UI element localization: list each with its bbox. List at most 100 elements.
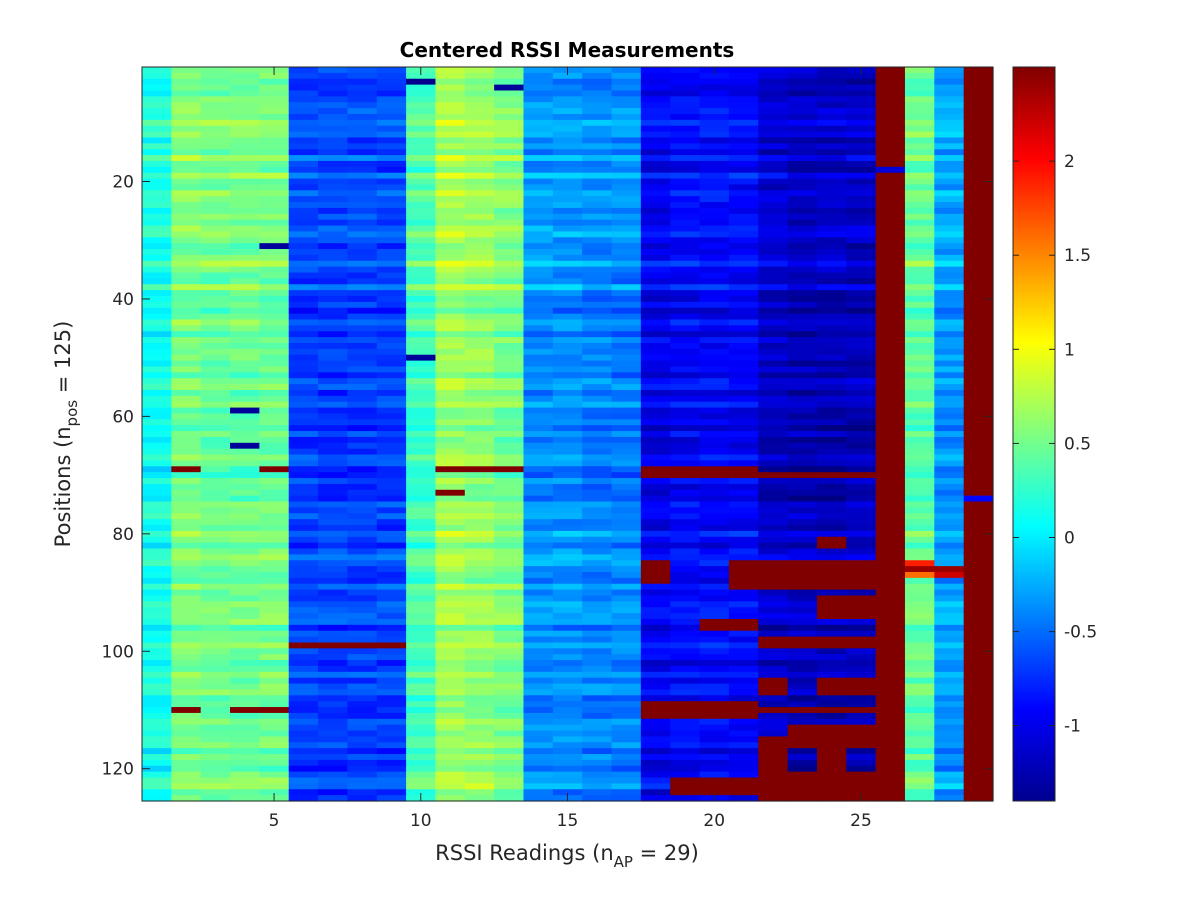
heatmap-cell <box>611 190 642 197</box>
heatmap-cell <box>787 254 818 262</box>
heatmap-cell <box>787 325 818 332</box>
heatmap-cell <box>846 595 877 602</box>
heatmap-cell <box>200 84 231 92</box>
heatmap-cell <box>758 630 789 638</box>
heatmap-cell <box>435 419 466 426</box>
heatmap-cell <box>230 313 260 321</box>
heatmap-cell <box>464 595 495 602</box>
heatmap-cell <box>816 266 847 274</box>
heatmap-cell <box>406 419 437 426</box>
heatmap-cell <box>846 495 877 503</box>
heatmap-cell <box>787 160 818 168</box>
heatmap-cell <box>758 607 789 614</box>
heatmap-cell <box>728 401 759 409</box>
heatmap-cell <box>142 712 172 720</box>
heatmap-cell <box>347 742 378 749</box>
heatmap-cell <box>640 530 671 538</box>
heatmap-cell <box>875 384 906 391</box>
heatmap-cell <box>758 354 789 362</box>
heatmap-cell <box>435 401 466 409</box>
heatmap-cell <box>200 342 231 350</box>
heatmap-cell <box>376 577 407 585</box>
heatmap-cell <box>582 260 613 268</box>
heatmap-cell <box>230 536 260 544</box>
heatmap-cell <box>640 307 671 315</box>
heatmap-cell <box>552 260 583 268</box>
heatmap-cell <box>200 184 231 191</box>
heatmap-cell <box>699 548 730 555</box>
heatmap-cell <box>230 736 260 743</box>
heatmap-cell <box>347 795 378 802</box>
heatmap-cell <box>728 67 759 74</box>
heatmap-cell <box>494 583 525 591</box>
heatmap-cell <box>230 419 260 426</box>
heatmap-cell <box>875 296 906 303</box>
heatmap-cell <box>230 665 260 673</box>
heatmap-cell <box>758 742 789 749</box>
heatmap-cell <box>259 648 290 655</box>
heatmap-cell <box>758 331 789 338</box>
heatmap-cell <box>523 296 554 303</box>
heatmap-cell <box>611 730 642 738</box>
heatmap-cell <box>728 196 759 203</box>
heatmap-cell <box>523 389 554 397</box>
heatmap-cell <box>758 771 789 779</box>
heatmap-cell <box>494 331 525 338</box>
heatmap-cell <box>318 472 349 479</box>
heatmap-cell <box>406 460 437 467</box>
heatmap-cell <box>288 260 319 268</box>
heatmap-cell <box>259 718 290 726</box>
heatmap-cell <box>523 536 554 544</box>
heatmap-cell <box>142 507 172 514</box>
heatmap-cell <box>464 683 495 691</box>
heatmap-cell <box>318 395 349 403</box>
heatmap-cell <box>640 683 671 691</box>
heatmap-cell <box>787 166 818 174</box>
heatmap-cell <box>934 184 965 191</box>
heatmap-cell <box>200 348 231 356</box>
heatmap-cell <box>611 724 642 732</box>
heatmap-cell <box>494 589 525 597</box>
heatmap-cell <box>670 231 701 238</box>
heatmap-cell <box>875 478 906 485</box>
heatmap-cell <box>670 442 701 450</box>
heatmap-cell <box>611 166 642 174</box>
heatmap-cell <box>875 707 906 714</box>
heatmap-cell <box>552 442 583 450</box>
heatmap-cell <box>728 501 759 508</box>
heatmap-cell <box>875 583 906 591</box>
heatmap-cell <box>904 284 935 291</box>
heatmap-cell <box>934 707 965 714</box>
heatmap-cell <box>435 589 466 597</box>
heatmap-cell <box>875 137 906 144</box>
heatmap-cell <box>200 736 231 743</box>
heatmap-cell <box>611 207 642 215</box>
heatmap-cell <box>816 472 847 479</box>
heatmap-cell <box>347 501 378 508</box>
heatmap-cell <box>464 689 495 696</box>
heatmap-cell <box>758 243 789 250</box>
heatmap-cell <box>846 466 877 473</box>
heatmap-cell <box>318 342 349 350</box>
heatmap-cell <box>875 84 906 92</box>
heatmap-cell <box>640 730 671 738</box>
heatmap-cell <box>758 166 789 174</box>
heatmap-cell <box>435 272 466 279</box>
heatmap-cell <box>640 225 671 233</box>
heatmap-cell <box>904 131 935 139</box>
y-axis-label-tail: = 125) <box>51 321 75 400</box>
heatmap-cell <box>464 554 495 561</box>
heatmap-cell <box>670 78 701 86</box>
heatmap-cell <box>142 601 172 608</box>
heatmap-cell <box>259 748 290 755</box>
heatmap-cell <box>464 695 495 702</box>
heatmap-cell <box>171 290 202 297</box>
heatmap-cell <box>963 354 994 362</box>
heatmap-cell <box>494 184 525 191</box>
heatmap-cell <box>552 583 583 591</box>
heatmap-cell <box>171 149 202 156</box>
heatmap-cell <box>552 448 583 456</box>
heatmap-cell <box>200 207 231 215</box>
heatmap-cell <box>406 278 437 285</box>
heatmap-cell <box>171 407 202 415</box>
